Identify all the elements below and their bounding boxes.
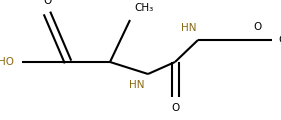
- Text: HO: HO: [0, 57, 14, 67]
- Text: HN: HN: [180, 23, 196, 33]
- Text: CH₃: CH₃: [278, 35, 281, 45]
- Text: CH₃: CH₃: [134, 3, 153, 13]
- Text: O: O: [253, 22, 261, 32]
- Text: O: O: [171, 103, 179, 113]
- Text: O: O: [43, 0, 51, 6]
- Text: HN: HN: [128, 80, 144, 90]
